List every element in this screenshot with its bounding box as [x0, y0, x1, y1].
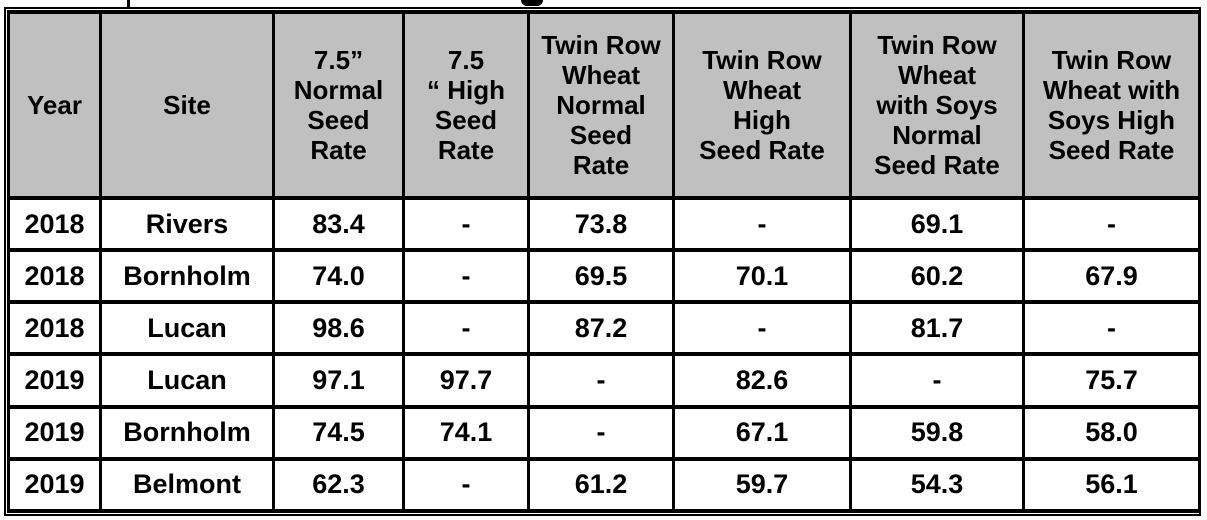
cell-value: 69.5: [527, 248, 675, 305]
cell-value: 74.0: [272, 248, 405, 305]
cell-value: 74.1: [402, 404, 530, 461]
table-row: 2019 Belmont 62.3 - 61.2 59.7 54.3 56.1: [7, 456, 1201, 514]
cell-year: 2018: [7, 248, 102, 305]
cell-site: Bornholm: [99, 248, 275, 305]
cell-site: Lucan: [99, 352, 275, 409]
header-cell-site: Site: [99, 10, 275, 200]
table-row: 2019 Lucan 97.1 97.7 - 82.6 - 75.7: [7, 352, 1201, 409]
cell-value: 75.7: [1022, 352, 1201, 409]
cell-value: 67.9: [1022, 248, 1201, 305]
cell-value: -: [402, 195, 530, 253]
cell-value: 67.1: [672, 404, 852, 461]
cell-value: 98.6: [272, 300, 405, 357]
cell-site: Lucan: [99, 300, 275, 357]
cell-value: 97.1: [272, 352, 405, 409]
cell-value: 73.8: [527, 195, 675, 253]
cell-year: 2018: [7, 195, 102, 253]
cell-value: -: [402, 300, 530, 357]
table-row: 2018 Bornholm 74.0 - 69.5 70.1 60.2 67.9: [7, 248, 1201, 305]
header-cell-twinrow-normal: Twin Row Wheat Normal Seed Rate: [527, 10, 675, 200]
table-row: 2018 Rivers 83.4 - 73.8 - 69.1 -: [7, 195, 1201, 253]
cell-value: 54.3: [849, 456, 1025, 514]
cell-value: -: [527, 352, 675, 409]
cell-value: -: [402, 456, 530, 514]
cell-value: 97.7: [402, 352, 530, 409]
cell-year: 2019: [7, 404, 102, 461]
header-cell-twinrow-soys-high: Twin Row Wheat with Soys High Seed Rate: [1022, 10, 1201, 200]
header-row: Year Site 7.5” Normal Seed Rate 7.5 “ Hi…: [7, 10, 1201, 200]
cell-site: Belmont: [99, 456, 275, 514]
header-cell-twinrow-soys-normal: Twin Row Wheat with Soys Normal Seed Rat…: [849, 10, 1025, 200]
header-cell-normal-seed-rate: 7.5” Normal Seed Rate: [272, 10, 405, 200]
cell-value: 59.8: [849, 404, 1025, 461]
cell-value: -: [672, 195, 852, 253]
cell-value: 82.6: [672, 352, 852, 409]
cell-value: 81.7: [849, 300, 1025, 357]
cell-value: 59.7: [672, 456, 852, 514]
cell-value: 56.1: [1022, 456, 1201, 514]
seed-rate-table-wrapper: Year Site 7.5” Normal Seed Rate 7.5 “ Hi…: [4, 7, 1201, 516]
cell-value: -: [672, 300, 852, 357]
cell-value: 60.2: [849, 248, 1025, 305]
cell-value: -: [849, 352, 1025, 409]
clipped-title-fragment: [521, 0, 543, 6]
cell-value: 83.4: [272, 195, 405, 253]
cell-site: Bornholm: [99, 404, 275, 461]
table-row: 2018 Lucan 98.6 - 87.2 - 81.7 -: [7, 300, 1201, 357]
cell-year: 2018: [7, 300, 102, 357]
cell-value: 70.1: [672, 248, 852, 305]
header-cell-year: Year: [7, 10, 102, 200]
header-cell-twinrow-high: Twin Row Wheat High Seed Rate: [672, 10, 852, 200]
cell-year: 2019: [7, 352, 102, 409]
seed-rate-table: Year Site 7.5” Normal Seed Rate 7.5 “ Hi…: [7, 10, 1201, 514]
cell-value: 74.5: [272, 404, 405, 461]
cell-value: 69.1: [849, 195, 1025, 253]
cell-year: 2019: [7, 456, 102, 514]
cell-value: 58.0: [1022, 404, 1201, 461]
cell-value: 62.3: [272, 456, 405, 514]
header-cell-high-seed-rate: 7.5 “ High Seed Rate: [402, 10, 530, 200]
cell-value: 61.2: [527, 456, 675, 514]
cell-value: 87.2: [527, 300, 675, 357]
table-row: 2019 Bornholm 74.5 74.1 - 67.1 59.8 58.0: [7, 404, 1201, 461]
cell-value: -: [1022, 300, 1201, 357]
cell-value: -: [402, 248, 530, 305]
clipped-title-fragment: [127, 0, 130, 11]
cell-value: -: [1022, 195, 1201, 253]
cell-site: Rivers: [99, 195, 275, 253]
cell-value: -: [527, 404, 675, 461]
